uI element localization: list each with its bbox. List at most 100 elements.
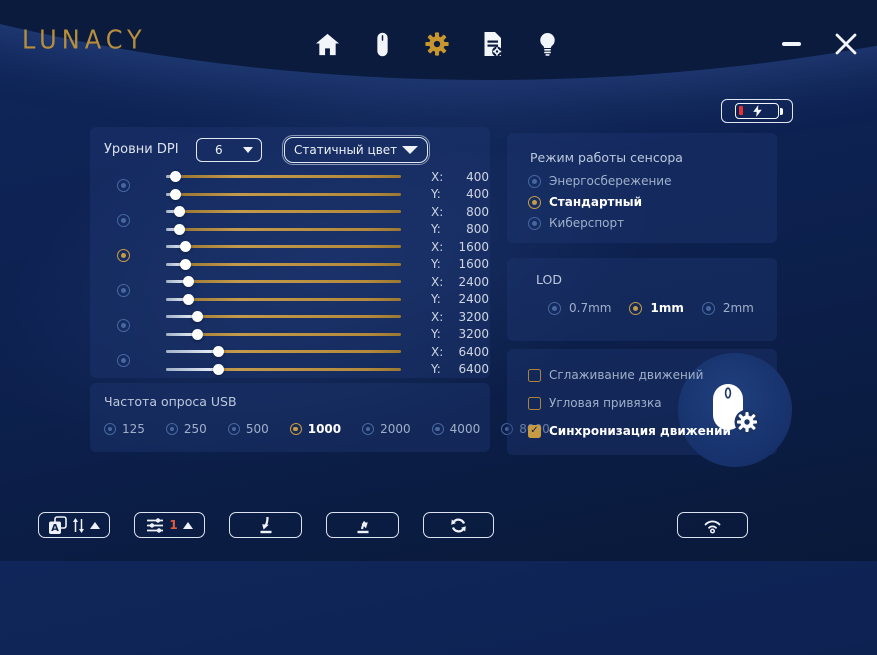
import-settings-button[interactable] — [229, 512, 302, 538]
dpi-y-slider-row: Y: 6400 — [166, 361, 490, 379]
dpi-x-slider[interactable] — [166, 206, 401, 218]
minimize-button[interactable] — [782, 42, 801, 46]
nav-mouse-button[interactable] — [369, 28, 395, 60]
motion-option[interactable]: Сглаживание движений — [528, 368, 777, 382]
language-copy-icon: A — [49, 515, 67, 534]
usb-polling-option[interactable]: 250 — [165, 422, 207, 436]
profile-button[interactable]: 1 — [134, 512, 205, 538]
close-icon — [835, 33, 857, 55]
usb-polling-option[interactable]: 1000 — [289, 422, 341, 436]
slider-fill — [166, 262, 185, 266]
dpi-y-slider[interactable] — [166, 258, 401, 270]
radio-icon — [104, 423, 116, 435]
dpi-y-slider[interactable] — [166, 223, 401, 235]
axis-label: Y: — [431, 187, 441, 202]
sensor-mode-options: Энергосбережение Стандартный Киберспорт — [528, 174, 777, 230]
slider-handle[interactable] — [170, 171, 182, 183]
slider-handle[interactable] — [191, 311, 203, 323]
axis-value: 2400 — [458, 274, 489, 289]
slider-handle[interactable] — [170, 188, 182, 200]
close-button[interactable] — [834, 32, 858, 56]
dpi-panel: Уровни DPI 6 Статичный цвет X: 400 Y: 400 X:… — [90, 127, 490, 378]
slider-fill — [166, 210, 179, 214]
slider-handle[interactable] — [173, 223, 185, 235]
slider-handle[interactable] — [212, 346, 224, 358]
motion-option[interactable]: Угловая привязка — [528, 396, 777, 410]
dpi-y-slider[interactable] — [166, 293, 401, 305]
dpi-x-slider-row: X: 800 — [166, 203, 490, 221]
nav-home-button[interactable] — [314, 28, 340, 60]
mouse-gear-icon — [713, 384, 760, 435]
export-settings-button[interactable] — [326, 512, 399, 538]
slider-fill — [166, 367, 218, 371]
motion-option[interactable]: Синхронизация движений — [528, 424, 777, 438]
dpi-level-radio[interactable] — [117, 214, 130, 227]
dpi-section-label: Уровни DPI — [104, 142, 179, 157]
nav-settings-button[interactable] — [424, 28, 450, 60]
slider-handle[interactable] — [179, 241, 191, 253]
radio-icon — [629, 301, 643, 315]
sensor-mode-option[interactable]: Энергосбережение — [528, 174, 777, 188]
profile-sliders-icon — [147, 517, 164, 533]
dpi-x-slider[interactable] — [166, 276, 401, 288]
dpi-y-slider[interactable] — [166, 188, 401, 200]
mouse-settings-button[interactable] — [678, 353, 792, 467]
dpi-x-slider[interactable] — [166, 171, 401, 183]
axis-value: 2400 — [458, 292, 489, 307]
macros-document-icon — [484, 32, 502, 57]
sensor-mode-option-label: Киберспорт — [549, 216, 625, 230]
lod-option[interactable]: 0.7mm — [548, 301, 611, 315]
lod-options: 0.7mm 1mm 2mm — [548, 301, 777, 315]
dpi-x-slider[interactable] — [166, 241, 401, 253]
slider-handle[interactable] — [191, 328, 203, 340]
slider-handle[interactable] — [179, 258, 191, 270]
dpi-y-slider[interactable] — [166, 363, 401, 375]
lod-option[interactable]: 1mm — [629, 301, 684, 315]
dpi-level-radio[interactable] — [117, 249, 130, 262]
lod-option[interactable]: 2mm — [701, 301, 754, 315]
language-button[interactable]: A — [38, 512, 110, 538]
dpi-level-radio[interactable] — [117, 319, 130, 332]
radio-icon — [528, 195, 541, 209]
sensor-mode-option[interactable]: Киберспорт — [528, 216, 777, 230]
battery-icon — [735, 103, 783, 119]
radio-icon — [528, 216, 541, 230]
dpi-y-slider-row: Y: 400 — [166, 186, 490, 204]
battery-status-button[interactable] — [721, 99, 793, 123]
sync-button[interactable] — [423, 512, 494, 538]
motion-options-panel: Сглаживание движений Угловая привязка Синх… — [507, 349, 792, 467]
axis-value: 800 — [466, 204, 489, 219]
dpi-levels-list: X: 400 Y: 400 X: 800 Y: 800 X: 1600 Y: 1600 X: 2400 Y:… — [90, 168, 490, 378]
slider-handle[interactable] — [183, 293, 195, 305]
dpi-y-slider[interactable] — [166, 328, 401, 340]
axis-label: Y: — [431, 257, 441, 272]
dpi-levels-dropdown[interactable]: 6 — [196, 137, 262, 162]
axis-label: X: — [431, 204, 444, 219]
nav-macros-button[interactable] — [479, 28, 505, 60]
sensor-mode-option[interactable]: Стандартный — [528, 195, 777, 209]
axis-value: 400 — [466, 187, 489, 202]
usb-polling-option[interactable]: 500 — [227, 422, 269, 436]
usb-polling-options: 1252505001000200040008000 — [104, 422, 550, 436]
dpi-level-radio[interactable] — [117, 179, 130, 192]
chevron-down-icon — [243, 146, 253, 153]
slider-fill — [166, 297, 189, 301]
slider-handle[interactable] — [183, 276, 195, 288]
usb-polling-option-label: 2000 — [380, 422, 411, 436]
nav-lighting-button[interactable] — [534, 28, 560, 60]
dpi-x-slider[interactable] — [166, 346, 401, 358]
usb-polling-option[interactable]: 4000 — [431, 422, 480, 436]
dpi-x-slider[interactable] — [166, 311, 401, 323]
slider-fill — [166, 280, 189, 284]
dpi-level-radio[interactable] — [117, 284, 130, 297]
axis-label: X: — [431, 239, 444, 254]
wireless-connection-button[interactable] — [677, 512, 748, 538]
usb-polling-option[interactable]: 2000 — [362, 422, 411, 436]
dpi-level-radio[interactable] — [117, 354, 130, 367]
color-mode-dropdown[interactable]: Статичный цвет — [281, 134, 431, 165]
sensor-mode-option-label: Стандартный — [549, 195, 643, 209]
usb-polling-option[interactable]: 125 — [104, 422, 145, 436]
dpi-x-slider-row: X: 400 — [166, 168, 490, 186]
slider-handle[interactable] — [173, 206, 185, 218]
slider-handle[interactable] — [212, 363, 224, 375]
